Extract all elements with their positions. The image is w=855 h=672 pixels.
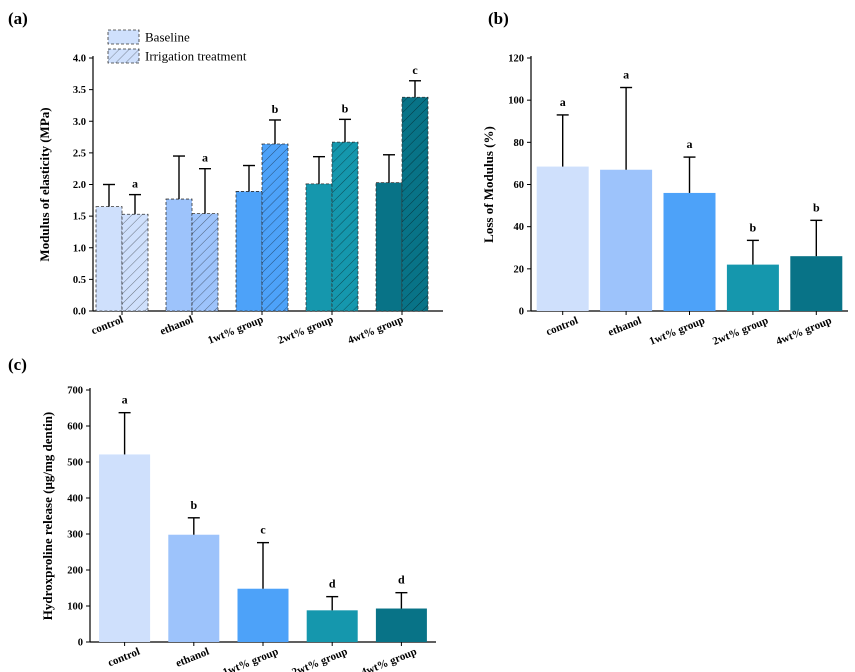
legend-swatch-hatch [108,49,139,63]
significance-label: c [260,523,266,537]
y-tick-label: 120 [508,54,524,65]
bar-irrigation-hatch [402,97,428,311]
y-tick-label: 40 [514,222,525,233]
x-tick-label: 2wt% group [276,314,335,347]
x-tick-label: control [544,315,579,339]
bar-baseline [235,191,263,312]
bar-baseline [375,182,403,312]
x-tick-label: 1wt% group [648,315,707,348]
y-tick-label: 100 [508,96,524,107]
panel-label: (b) [488,9,509,28]
legend: Baseline Irrigation treatment [107,29,247,64]
x-tick-label: 1wt% group [221,646,280,672]
chart-panel-2: (b) 0 20 40 60 80 100 120 Loss of Modulus (%) a co… [481,9,848,348]
significance-label: a [122,393,128,407]
bar-irrigation-hatch [332,142,358,311]
significance-label: d [398,573,405,587]
panel-label: (a) [8,9,28,28]
y-tick-label: 0 [519,307,524,318]
significance-label: a [687,137,693,151]
bar-irrigation-hatch [262,144,288,311]
y-axis-title: Modulus of elasticity (MPa) [37,107,52,261]
bar-baseline [165,198,193,312]
bar-irrigation-hatch [122,214,148,311]
bar [790,256,843,311]
significance-label: c [412,63,418,77]
x-tick-label: ethanol [174,646,211,670]
y-tick-label: 2.5 [73,148,86,159]
y-tick-label: 500 [67,458,83,469]
bar [237,588,289,642]
bar [663,192,716,311]
significance-label: a [560,95,566,109]
x-tick-label: 2wt% group [290,646,349,672]
y-tick-label: 600 [67,422,83,433]
y-tick-label: 0 [78,638,83,649]
significance-label: a [623,68,629,82]
y-tick-label: 3.0 [73,117,86,128]
significance-label: b [190,498,197,512]
y-tick-label: 400 [67,494,83,505]
significance-label: b [342,101,349,115]
y-tick-label: 0.5 [73,275,86,286]
y-tick-label: 2.0 [73,180,86,191]
significance-label: d [329,577,336,591]
bar-baseline [95,206,123,312]
bar-irrigation-hatch [192,213,218,311]
x-tick-label: 2wt% group [711,315,770,348]
panel-label: (c) [8,355,27,374]
y-tick-label: 700 [67,386,83,397]
y-axis-title: Hydroxproline release (μg/mg dentin) [40,412,55,621]
x-tick-label: ethanol [158,314,195,338]
bar [726,264,779,311]
bar [536,166,589,311]
bar [375,608,427,642]
legend-label: Baseline [145,30,190,45]
x-tick-label: 4wt% group [346,314,405,347]
y-tick-label: 4.0 [73,54,86,65]
significance-label: a [202,151,208,165]
x-tick-label: ethanol [606,315,643,339]
y-tick-label: 1.5 [73,212,86,223]
x-tick-label: 4wt% group [360,646,419,672]
significance-label: b [272,102,279,116]
bar-baseline [305,183,333,312]
chart-root: (a) 0.0 0.5 1.0 1.5 2.0 2.5 3.0 3.5 4.0 Modulus of… [8,9,848,672]
legend-swatch [107,29,140,45]
y-tick-label: 80 [514,138,525,149]
y-tick-label: 1.0 [73,243,86,254]
significance-label: b [813,200,820,214]
x-tick-label: 1wt% group [206,314,265,347]
y-tick-label: 20 [514,264,525,275]
y-tick-label: 300 [67,530,83,541]
bar [99,454,151,642]
bar [306,610,358,642]
y-tick-label: 3.5 [73,85,86,96]
x-tick-label: 4wt% group [774,315,833,348]
y-tick-label: 0.0 [73,307,86,318]
y-tick-label: 200 [67,566,83,577]
significance-label: b [750,220,757,234]
y-tick-label: 60 [514,180,525,191]
bar [168,534,220,642]
x-tick-label: control [90,314,125,338]
legend-label: Irrigation treatment [145,49,247,64]
chart-panel-3: (c) 0 100 200 300 400 500 600 700 Hydroxproline r… [8,355,436,672]
significance-label: a [132,177,138,191]
chart-panel-1: (a) 0.0 0.5 1.0 1.5 2.0 2.5 3.0 3.5 4.0 Modulus of… [8,9,443,347]
y-axis-title: Loss of Modulus (%) [481,126,496,243]
x-tick-label: control [106,646,141,670]
y-tick-label: 100 [67,602,83,613]
bar [600,169,653,311]
